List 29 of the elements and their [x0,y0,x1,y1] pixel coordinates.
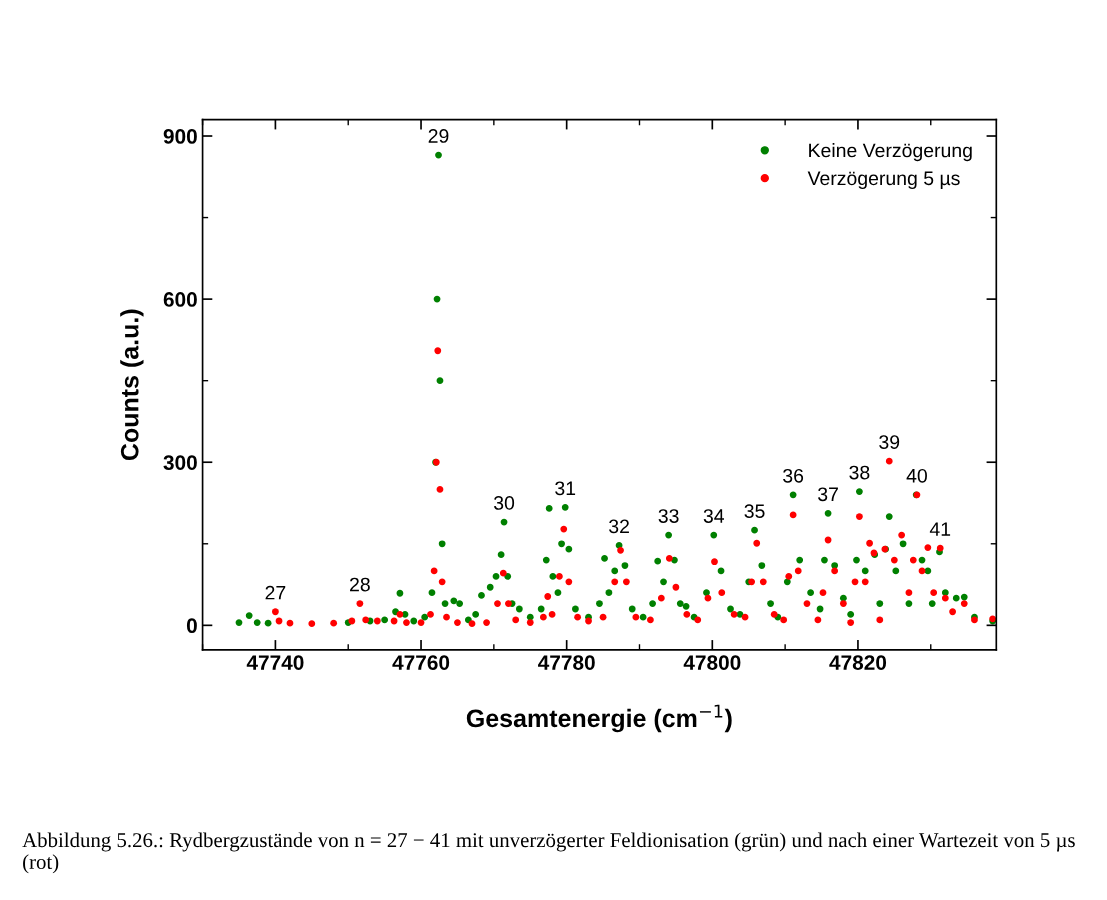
annotation: 37 [818,487,838,502]
annotation: 40 [906,468,927,483]
x-tick-label: 47760 [392,655,450,670]
annotation: 33 [658,509,679,523]
legend-label: Verzögerung 5 µs [807,171,960,190]
annotation: 34 [703,509,725,523]
annotation: 28 [350,577,370,592]
text: Abbildung 5.26.: Rydbergzustände von n = 27 − 41 mit unverzögerter Feldionisation (grün) und nach einer Wartezeit von 5 µs (rot) [22,832,1075,874]
legend-label: Keine Verzögerung [809,143,972,162]
x-tick-label: 47820 [829,655,887,670]
y-tick-label: 600 [163,292,197,307]
annotation: 31 [555,481,576,496]
annotation: 36 [783,468,804,483]
y-tick-label: 300 [163,455,197,471]
x-tick-label: 47740 [246,655,304,670]
y-axis-title: Counts (a.u.) [120,309,144,461]
x-tick-label: 47780 [538,655,595,670]
annotation: 41 [929,522,951,536]
annotation: 32 [609,519,629,534]
y-tick-label: 0 [186,618,197,634]
annotation: 35 [744,504,765,519]
annotation: 27 [265,585,286,600]
annotation: 29 [428,129,449,143]
annotation: 38 [849,465,870,480]
y-tick-label: 900 [163,129,197,144]
annotation: 39 [879,435,900,449]
annotation: 30 [493,496,515,510]
x-tick-label: 47800 [683,655,741,670]
x-axis-title: Gesamtenergie (cm$^{−1}$) [466,704,732,733]
